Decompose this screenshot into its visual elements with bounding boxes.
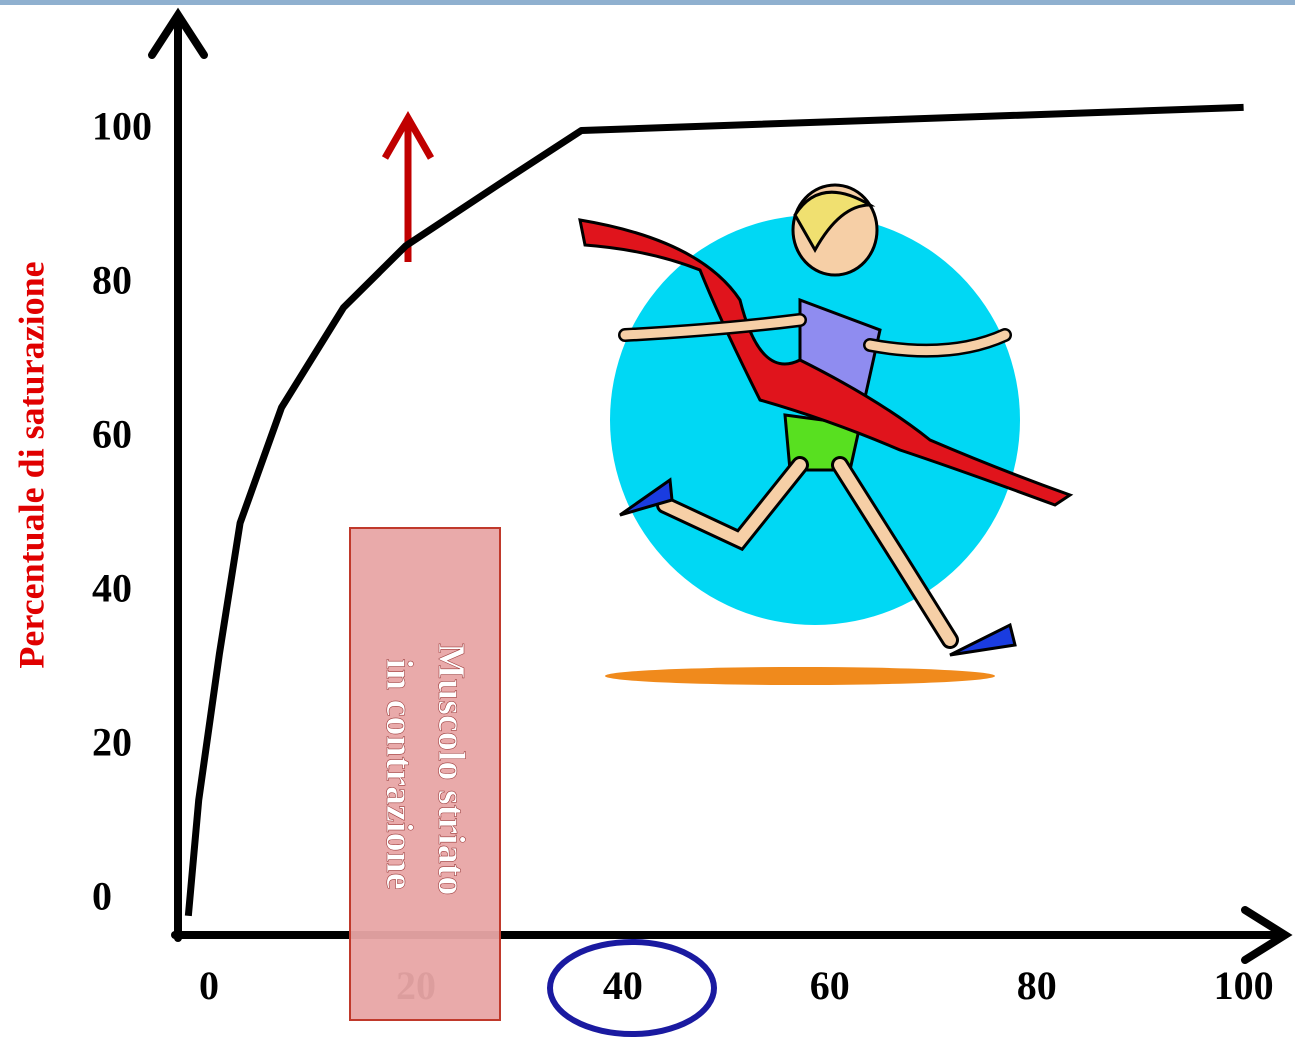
y-tick-label: 0 [92,874,112,919]
highlight-ellipse [547,939,717,1037]
y-tick-label: 80 [92,258,132,303]
plot: 020406080100020406080100 [92,104,1274,1009]
increase-arrow [381,110,435,262]
top-border [0,0,1295,5]
y-axis-title: Percentuale di saturazione [11,261,51,668]
runner-illustration [578,183,1085,690]
y-tick-label: 20 [92,720,132,765]
y-tick-label: 60 [92,412,132,457]
curve [184,103,1244,917]
x-tick-label: 100 [1214,963,1274,1008]
x-tick-label: 80 [1017,963,1057,1008]
x-tick-label: 60 [810,963,850,1008]
annotation-line: Muscolo striato [430,643,472,895]
annotation-box [349,527,501,1021]
x-tick-label: 40 [603,963,643,1008]
y-tick-label: 100 [92,104,152,149]
annotation: Muscolo striato in contrazione [378,643,472,905]
y-tick-label: 40 [92,566,132,611]
annotation-line: in contrazione [378,658,420,889]
x-tick-label: 0 [199,963,219,1008]
